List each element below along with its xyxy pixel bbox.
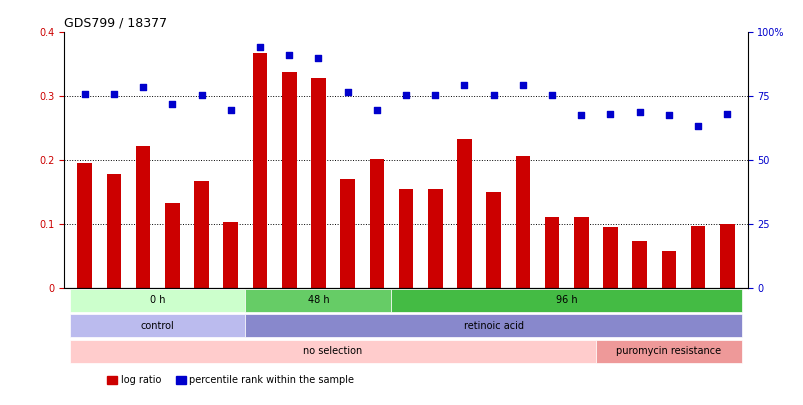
Bar: [661, 251, 675, 288]
Point: [428, 92, 441, 98]
Bar: [632, 241, 646, 288]
Bar: [136, 146, 150, 288]
Bar: [311, 78, 325, 288]
Bar: [369, 159, 384, 288]
Point: [399, 92, 412, 98]
Text: no selection: no selection: [303, 346, 362, 356]
Bar: [515, 156, 529, 288]
Point: [312, 55, 324, 61]
Bar: [391, 289, 741, 312]
Point: [253, 44, 266, 50]
Bar: [340, 179, 354, 288]
Bar: [107, 174, 121, 288]
Point: [78, 91, 91, 98]
Legend: log ratio, percentile rank within the sample: log ratio, percentile rank within the sa…: [104, 372, 358, 389]
Point: [340, 88, 353, 95]
Point: [574, 112, 587, 119]
Bar: [427, 189, 442, 288]
Bar: [544, 217, 559, 288]
Bar: [194, 181, 209, 288]
Point: [370, 107, 383, 113]
Point: [487, 92, 499, 98]
Point: [720, 111, 733, 117]
Point: [165, 100, 178, 107]
Bar: [223, 222, 238, 288]
Point: [633, 109, 646, 115]
Bar: [70, 340, 595, 363]
Text: retinoic acid: retinoic acid: [463, 321, 523, 331]
Point: [458, 81, 471, 88]
Bar: [486, 192, 500, 288]
Point: [224, 107, 237, 113]
Point: [195, 92, 208, 98]
Bar: [398, 189, 413, 288]
Bar: [719, 224, 734, 288]
Bar: [602, 227, 617, 288]
Bar: [165, 203, 179, 288]
Text: 48 h: 48 h: [308, 295, 328, 305]
Point: [662, 112, 675, 119]
Text: puromycin resistance: puromycin resistance: [616, 346, 720, 356]
Point: [283, 51, 296, 58]
Bar: [457, 139, 471, 288]
Point: [516, 81, 528, 88]
Point: [691, 123, 703, 130]
Bar: [252, 53, 267, 288]
Point: [603, 111, 616, 117]
Text: GDS799 / 18377: GDS799 / 18377: [64, 17, 167, 30]
Text: 0 h: 0 h: [150, 295, 165, 305]
Point: [137, 83, 149, 90]
Bar: [70, 289, 245, 312]
Text: control: control: [141, 321, 174, 331]
Bar: [245, 289, 391, 312]
Bar: [690, 226, 704, 288]
Bar: [70, 314, 245, 337]
Point: [545, 92, 558, 98]
Bar: [245, 314, 741, 337]
Bar: [573, 217, 588, 288]
Bar: [595, 340, 741, 363]
Point: [108, 91, 120, 98]
Text: 96 h: 96 h: [555, 295, 577, 305]
Bar: [282, 72, 296, 288]
Bar: [77, 163, 92, 288]
